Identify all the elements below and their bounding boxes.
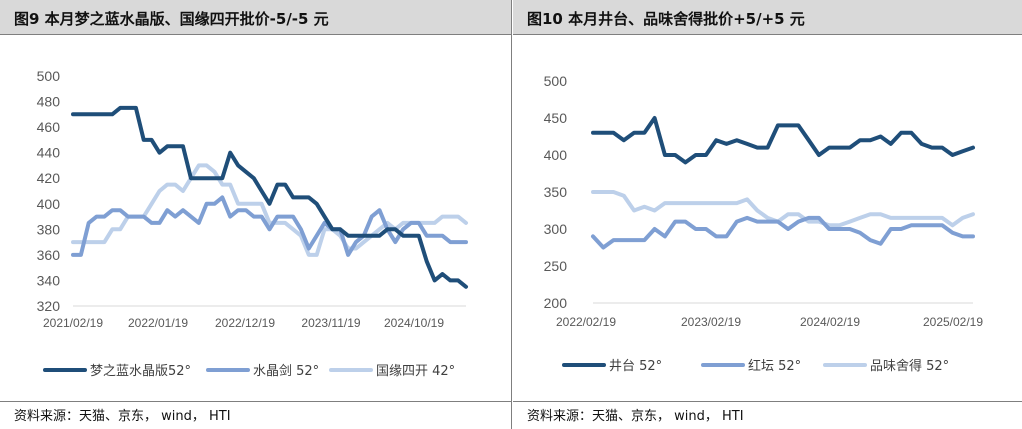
y-tick-label: 480 (37, 94, 61, 110)
series-line (591, 190, 975, 228)
y-tick-label: 320 (37, 298, 61, 314)
y-tick-label: 450 (544, 110, 568, 126)
y-tick-label: 200 (544, 295, 568, 311)
y-tick-label: 360 (37, 247, 61, 263)
title-rule (513, 34, 1022, 35)
x-tick-label: 2022/01/19 (128, 316, 188, 330)
chart-title-bar: 图9 本月梦之蓝水晶版、国缘四开批价-5/-5 元 (0, 0, 511, 34)
chart-title: 图10 本月井台、品味舍得批价+5/+5 元 (527, 10, 805, 28)
series-line (71, 163, 468, 257)
y-tick-label: 500 (37, 68, 61, 84)
y-tick-label: 340 (37, 272, 61, 288)
legend-label: 国缘四开 42° (376, 364, 455, 379)
y-tick-label: 400 (544, 147, 568, 163)
source-rule (513, 401, 1022, 402)
panel-divider (511, 0, 512, 429)
legend-label: 井台 52° (609, 359, 662, 374)
chart-title-bar: 图10 本月井台、品味舍得批价+5/+5 元 (513, 0, 1022, 34)
legend-label: 红坛 52° (748, 358, 801, 374)
x-tick-label: 2025/02/19 (923, 315, 983, 329)
x-tick-label: 2024/02/19 (800, 315, 860, 329)
x-tick-label: 2021/02/19 (43, 316, 103, 330)
chart-right: 200 250 300 350 400 450 500 2022/02/19 2023/02/1… (544, 73, 984, 374)
x-tick-label: 2022/12/19 (215, 316, 275, 330)
series-line (591, 116, 975, 165)
legend-label: 梦之蓝水晶版52° (90, 364, 191, 379)
y-tick-label: 300 (544, 221, 568, 237)
chart-panel-right: 图10 本月井台、品味舍得批价+5/+5 元 200 250 300 350 400 45… (513, 0, 1022, 429)
series-line (71, 105, 468, 289)
y-tick-label: 400 (37, 196, 61, 212)
chart-panel-left: 图9 本月梦之蓝水晶版、国缘四开批价-5/-5 元 320 340 360 380 40… (0, 0, 511, 424)
title-rule (0, 34, 511, 35)
y-tick-label: 380 (37, 221, 61, 237)
source-note: 资料来源：天猫、京东， wind， HTI (527, 409, 744, 424)
series-line (591, 215, 975, 250)
source-rule (0, 401, 511, 402)
y-tick-label: 350 (544, 184, 568, 200)
y-tick-label: 420 (37, 170, 61, 186)
y-tick-label: 250 (544, 258, 568, 274)
y-tick-label: 440 (37, 145, 61, 161)
chart-title: 图9 本月梦之蓝水晶版、国缘四开批价-5/-5 元 (14, 10, 329, 28)
source-note: 资料来源：天猫、京东， wind， HTI (14, 409, 231, 424)
legend-label: 品味舍得 52° (870, 358, 949, 374)
x-tick-label: 2024/10/19 (384, 316, 444, 330)
x-tick-label: 2022/02/19 (556, 315, 616, 329)
y-tick-label: 500 (544, 73, 568, 89)
chart-left: 320 340 360 380 400 420 440 460 480 500 2021/02/19… (37, 68, 468, 379)
y-tick-label: 460 (37, 119, 61, 135)
x-tick-label: 2023/02/19 (681, 315, 741, 329)
x-tick-label: 2023/11/19 (301, 316, 360, 330)
legend-label: 水晶剑 52° (253, 363, 319, 379)
series-line (71, 195, 468, 257)
